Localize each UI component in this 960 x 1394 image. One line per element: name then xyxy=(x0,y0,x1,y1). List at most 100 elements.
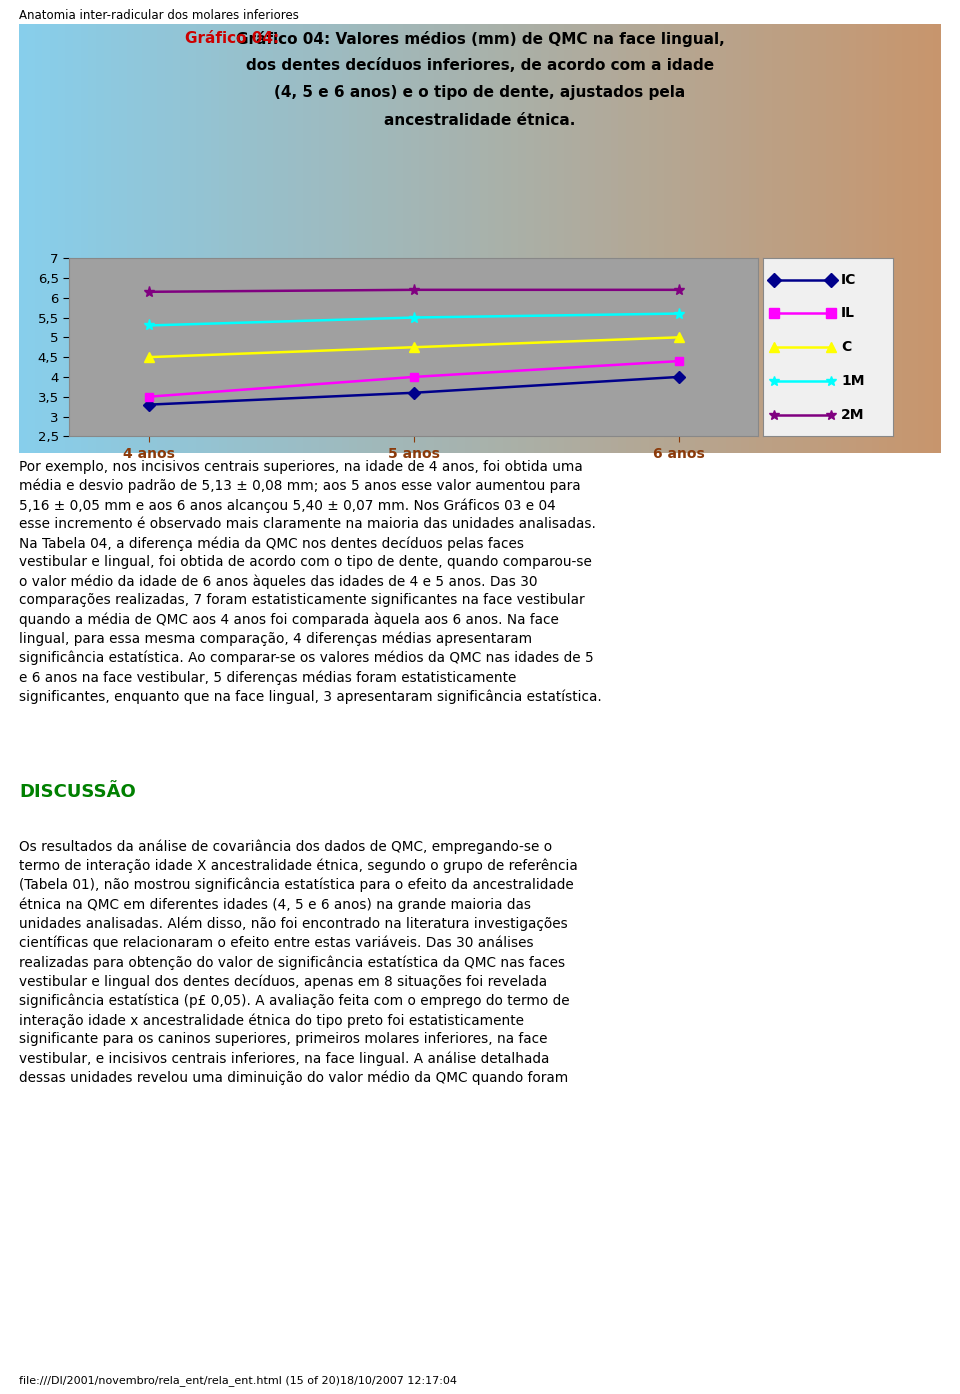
Bar xyxy=(426,24,434,453)
Line: 2M: 2M xyxy=(143,284,684,297)
Bar xyxy=(603,24,611,453)
Line: 1M: 1M xyxy=(143,308,684,330)
Bar xyxy=(234,24,242,453)
Bar xyxy=(50,24,58,453)
IC xyxy=(673,368,684,385)
Bar xyxy=(925,24,933,453)
Bar xyxy=(495,24,503,453)
Bar xyxy=(803,24,810,453)
Bar xyxy=(311,24,319,453)
Bar xyxy=(503,24,511,453)
Bar xyxy=(58,24,65,453)
Bar xyxy=(280,24,288,453)
Bar xyxy=(265,24,273,453)
Bar xyxy=(411,24,419,453)
Bar xyxy=(672,24,680,453)
Bar xyxy=(887,24,895,453)
Text: Anatomia inter-radicular dos molares inferiores: Anatomia inter-radicular dos molares inf… xyxy=(19,8,300,22)
Bar xyxy=(703,24,710,453)
Bar xyxy=(918,24,925,453)
Bar xyxy=(457,24,465,453)
Bar xyxy=(634,24,641,453)
Bar xyxy=(511,24,518,453)
Bar xyxy=(188,24,196,453)
Bar xyxy=(695,24,703,453)
Bar xyxy=(196,24,204,453)
Bar xyxy=(833,24,841,453)
Bar xyxy=(618,24,626,453)
Bar xyxy=(879,24,887,453)
Text: Por exemplo, nos incisivos centrais superiores, na idade de 4 anos, foi obtida u: Por exemplo, nos incisivos centrais supe… xyxy=(19,460,602,704)
IL xyxy=(673,353,684,369)
1M xyxy=(408,309,420,326)
Bar xyxy=(119,24,127,453)
Bar xyxy=(303,24,311,453)
Bar xyxy=(419,24,426,453)
IL xyxy=(408,368,420,385)
Line: IL: IL xyxy=(145,357,683,401)
Bar xyxy=(134,24,142,453)
Text: IL: IL xyxy=(841,307,855,321)
Bar xyxy=(472,24,480,453)
Bar xyxy=(349,24,357,453)
Bar xyxy=(856,24,864,453)
C xyxy=(673,329,684,346)
Bar xyxy=(396,24,403,453)
Bar xyxy=(227,24,234,453)
Bar xyxy=(73,24,81,453)
Bar xyxy=(96,24,104,453)
Bar xyxy=(142,24,150,453)
Bar xyxy=(572,24,580,453)
Bar xyxy=(795,24,803,453)
Bar xyxy=(933,24,941,453)
Bar xyxy=(204,24,211,453)
Bar xyxy=(127,24,134,453)
Bar xyxy=(611,24,618,453)
Bar xyxy=(488,24,495,453)
Bar xyxy=(680,24,687,453)
C xyxy=(143,348,155,365)
Bar xyxy=(626,24,634,453)
Text: Os resultados da análise de covariância dos dados de QMC, empregando-se o
termo : Os resultados da análise de covariância … xyxy=(19,839,578,1085)
Bar xyxy=(403,24,411,453)
Bar xyxy=(580,24,588,453)
Bar xyxy=(250,24,257,453)
Bar xyxy=(895,24,902,453)
Bar xyxy=(334,24,342,453)
Bar xyxy=(81,24,88,453)
Bar xyxy=(211,24,219,453)
Bar xyxy=(864,24,872,453)
Bar xyxy=(27,24,35,453)
Bar xyxy=(365,24,372,453)
Bar xyxy=(772,24,780,453)
IC xyxy=(143,396,155,413)
Bar xyxy=(442,24,449,453)
Bar xyxy=(104,24,111,453)
Bar xyxy=(549,24,557,453)
Bar xyxy=(749,24,756,453)
Bar xyxy=(357,24,365,453)
Text: Gráfico 04: Valores médios (mm) de QMC na face lingual,: Gráfico 04: Valores médios (mm) de QMC n… xyxy=(235,31,725,46)
Line: IC: IC xyxy=(145,372,683,408)
Bar xyxy=(165,24,173,453)
Bar xyxy=(641,24,649,453)
IL xyxy=(143,389,155,406)
Bar xyxy=(718,24,726,453)
2M xyxy=(408,282,420,298)
Bar xyxy=(65,24,73,453)
Bar xyxy=(534,24,541,453)
Bar xyxy=(219,24,227,453)
Bar xyxy=(288,24,296,453)
Bar xyxy=(173,24,180,453)
Bar xyxy=(826,24,833,453)
Bar xyxy=(710,24,718,453)
Bar xyxy=(465,24,472,453)
Bar xyxy=(564,24,572,453)
Bar xyxy=(273,24,280,453)
Bar xyxy=(872,24,879,453)
Bar xyxy=(342,24,349,453)
Bar xyxy=(35,24,42,453)
Bar xyxy=(480,24,488,453)
Bar xyxy=(157,24,165,453)
Bar xyxy=(296,24,303,453)
